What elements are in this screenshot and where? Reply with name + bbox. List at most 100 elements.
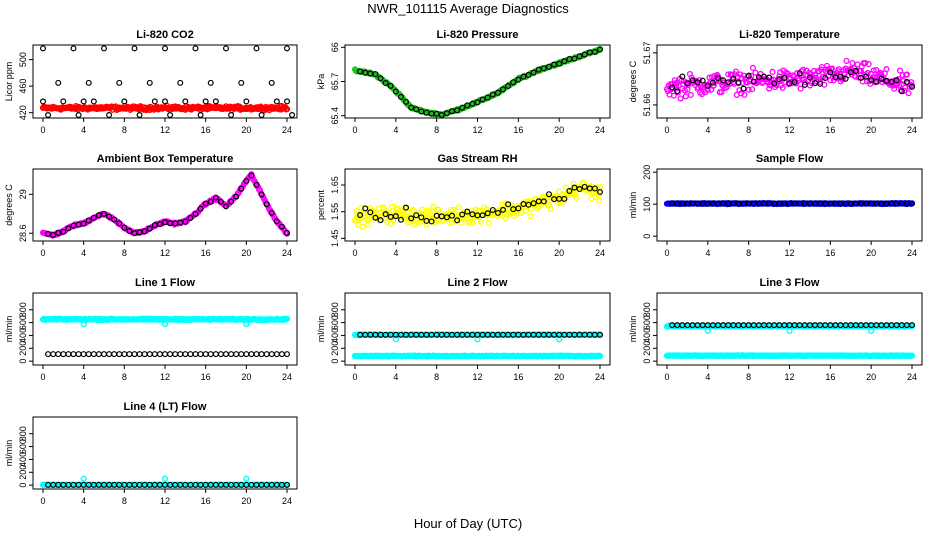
page-title: NWR_101115 Average Diagnostics [367,1,569,16]
y-tick-label: 200 [642,341,652,356]
diagnostic-point [863,73,870,80]
diagnostic-point [357,212,364,219]
diagnostic-point [136,111,143,118]
diagnostic-point [530,200,537,207]
data-point [748,72,755,79]
data-point [823,62,830,69]
data-point [776,73,783,80]
diagnostic-point [268,79,275,86]
diagnostic-point [561,58,568,65]
diagnostic-point [505,83,512,90]
diagnostic-point [397,93,404,100]
diagnostic-point [278,351,285,358]
diagnostic-point [357,68,364,75]
diagnostic-point [392,88,399,95]
y-tick-label: 200 [330,341,340,356]
data-point [573,194,580,201]
diagnostic-point [238,79,245,86]
diagnostic-point [253,45,260,52]
y-axis-label: ml/min [628,316,638,343]
x-tick-label: 16 [201,125,211,135]
diagnostic-point [540,65,547,72]
chart-panel: Line 2 Flow ml/min 0 4 8 12 16 20 24 0 20040060080… [316,277,611,382]
diagnostic-point [55,351,62,358]
diagnostic-point [377,75,384,82]
x-tick-label: 8 [122,372,127,382]
data-point [883,66,890,73]
diagnostic-point [372,214,379,221]
chart-panel: Ambient Box Temperature degrees C 0 4 8 12 16 2… [4,153,298,258]
data-point [545,200,553,207]
diagnostic-point [387,82,394,89]
chart-panel: Line 4 (LT) Flow ml/min 0 4 8 12 16 20 24 0 200400… [4,401,298,506]
panel-title: Li-820 Pressure [437,29,519,41]
x-tick-label: 20 [554,248,564,258]
diagnostic-point [217,351,224,358]
data-point [732,68,739,75]
panel-title: Li-820 Temperature [739,29,840,41]
x-tick-label: 20 [866,125,876,135]
panel-title: Li-820 CO2 [136,29,193,41]
diagnostic-point [60,228,67,235]
diagnostic-point [207,351,214,358]
diagnostic-point [70,45,77,52]
data-point [769,68,776,75]
data-point [562,184,570,191]
y-tick-label: 600 [18,439,28,454]
x-tick-label: 4 [705,125,710,135]
diagnostic-point [479,96,486,103]
y-tick-label: 400 [18,328,28,343]
data-point [364,221,371,228]
y-tick-label: 200 [642,165,652,180]
diagnostic-point [730,75,737,82]
x-tick-label: 24 [907,372,917,382]
data-point [725,71,732,78]
diagnostic-point [403,204,410,211]
diagnostic-point [146,225,153,232]
diagnostic-point [284,229,291,236]
diagnostic-point [489,91,496,98]
diagnostic-point [694,79,701,86]
data-point [901,87,908,94]
y-tick-label: 1.65 [330,176,340,194]
diagnostic-point [500,206,507,213]
data-point [741,91,748,98]
diagnostic-point [223,351,230,358]
outlier-point [243,475,250,482]
y-tick-label: 1.55 [330,203,340,221]
diagnostic-point [162,351,169,358]
x-tick-label: 0 [352,248,357,258]
diagnostic-point [223,45,230,52]
diagnostic-point [228,198,235,205]
diagnostic-point [182,98,189,105]
diagnostic-point [70,351,77,358]
diagnostic-point [842,75,849,82]
diagnostic-point [684,80,691,87]
diagnostic-point [699,77,706,84]
diagnostic-point [766,74,773,81]
data-point [797,85,804,92]
data-point [517,209,524,216]
data-point [409,206,416,213]
data-point [485,219,492,227]
diagnostic-point [576,53,583,60]
diagnostic-point [489,206,496,213]
data-point [527,212,534,220]
diagnostic-point [413,106,420,113]
diagnostic-point [500,86,507,93]
data-point [682,93,689,100]
diagnostic-point [418,214,425,221]
y-tick-label: 65.7 [330,73,340,91]
data-point [752,69,759,76]
x-tick-label: 0 [664,248,669,258]
diagnostic-point [45,351,52,358]
diagnostic-point [510,79,517,86]
diagnostic-point [591,48,598,55]
data-point [855,74,862,81]
diagnostic-point [750,78,757,85]
diagnostic-point [202,98,209,105]
diagnostic-point [197,205,204,212]
y-axis-label: degrees C [4,184,14,226]
diagnostic-point [167,111,174,118]
diagnostic-point [253,181,260,188]
